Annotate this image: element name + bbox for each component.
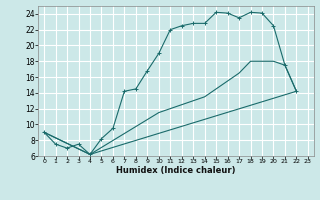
X-axis label: Humidex (Indice chaleur): Humidex (Indice chaleur) bbox=[116, 166, 236, 175]
